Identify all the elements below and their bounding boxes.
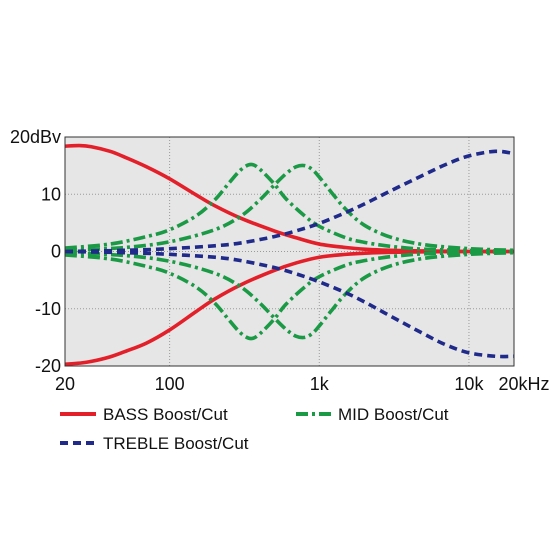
x-tick-labels: 20 100 1k 10k 20kHz <box>55 374 550 394</box>
series-curve-2-0 <box>64 149 515 254</box>
series-curves <box>64 143 515 367</box>
series-curve-0-0 <box>64 143 515 254</box>
series-treble <box>64 149 515 359</box>
legend-label-mid: MID Boost/Cut <box>338 405 449 424</box>
legend-label-treble: TREBLE Boost/Cut <box>103 434 249 453</box>
series-curve-1-2 <box>64 163 515 253</box>
series-curve-1-0 <box>64 162 515 254</box>
y-tick-label: 20dBv <box>10 127 61 147</box>
legend-item-mid: MID Boost/Cut <box>296 405 449 424</box>
x-tick-label: 20kHz <box>498 374 549 394</box>
series-mid <box>64 162 515 341</box>
series-curve-1-3 <box>64 250 515 340</box>
y-tick-labels: 20dBv 10 0 -10 -20 <box>10 127 61 376</box>
y-tick-label: -10 <box>35 299 61 319</box>
series-bass <box>64 143 515 367</box>
legend: BASS Boost/Cut MID Boost/Cut TREBLE Boos… <box>60 405 449 453</box>
y-tick-label: -20 <box>35 356 61 376</box>
series-curve-0-1 <box>64 249 515 367</box>
x-tick-label: 100 <box>155 374 185 394</box>
x-tick-label: 1k <box>310 374 330 394</box>
y-tick-label: 0 <box>51 242 61 262</box>
legend-item-bass: BASS Boost/Cut <box>60 405 228 424</box>
x-tick-label: 10k <box>454 374 484 394</box>
y-tick-label: 10 <box>41 184 61 204</box>
series-curve-1-1 <box>64 249 515 341</box>
plot-frame <box>64 136 515 367</box>
legend-item-treble: TREBLE Boost/Cut <box>60 434 249 453</box>
legend-label-bass: BASS Boost/Cut <box>103 405 228 424</box>
x-tick-label: 20 <box>55 374 75 394</box>
